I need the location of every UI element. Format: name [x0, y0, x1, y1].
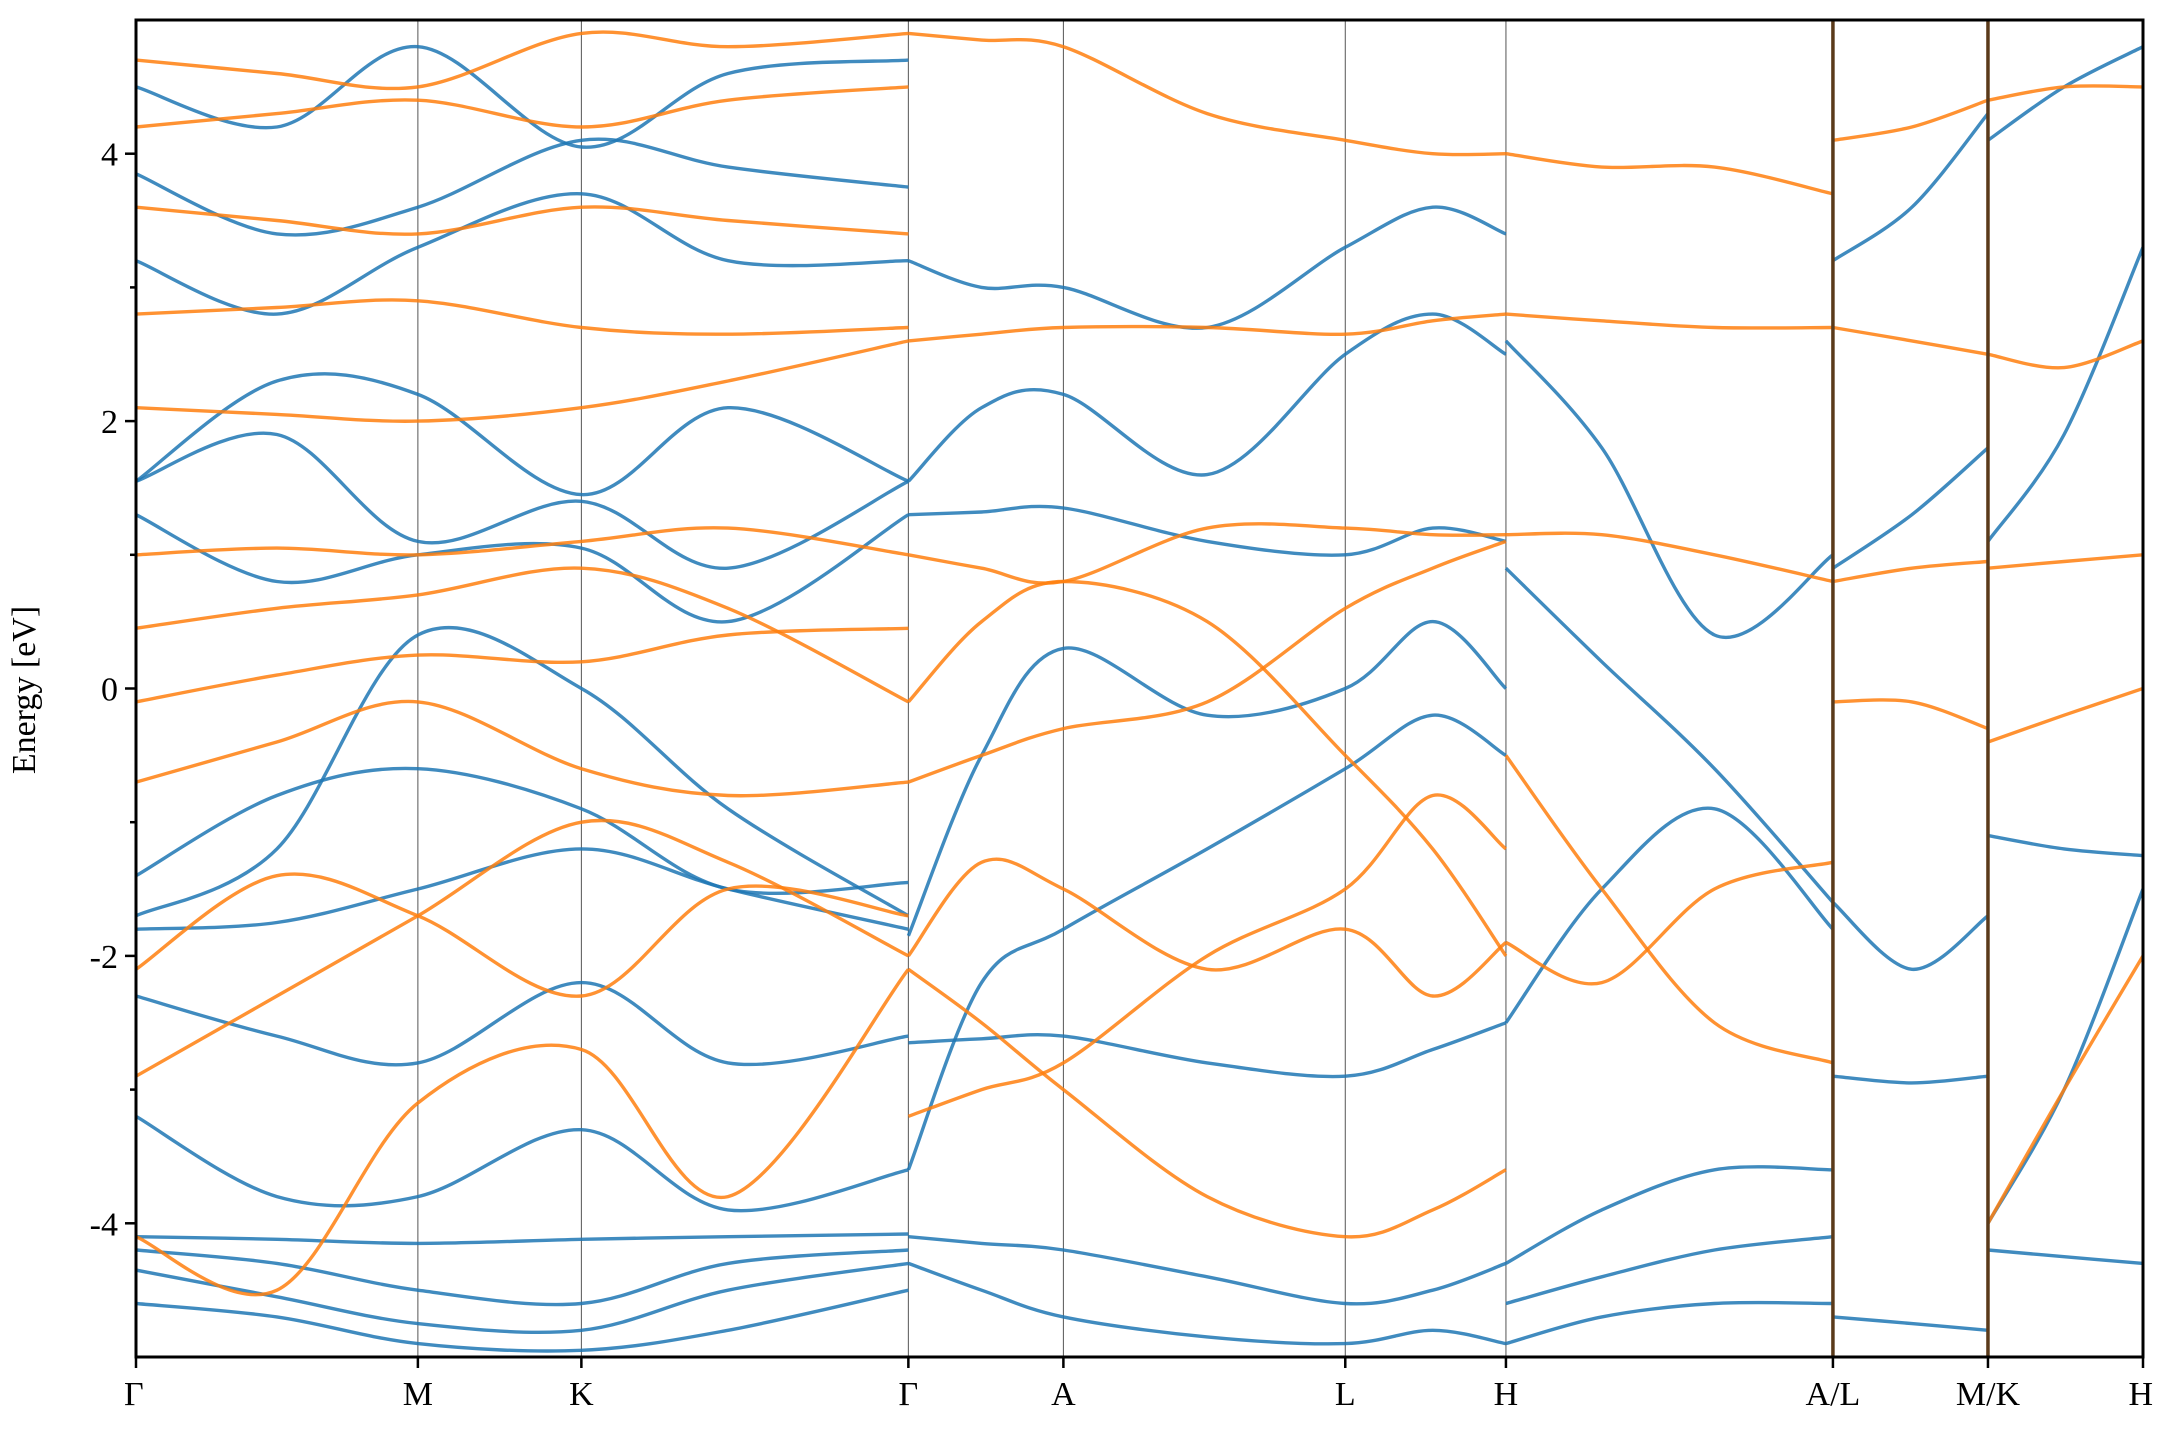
bands-group — [136, 30, 2143, 1353]
band-line — [1831, 112, 1990, 263]
band-line — [908, 31, 1506, 157]
x-tick-label: H — [1494, 1376, 1519, 1413]
band-line — [1987, 833, 2143, 858]
x-tick-label: M — [403, 1376, 433, 1413]
band-line — [1986, 246, 2143, 543]
band-line — [136, 298, 909, 336]
band-line — [1505, 531, 1834, 584]
band-line — [908, 312, 1507, 343]
x-tick-label: Γ — [899, 1376, 919, 1413]
band-line — [1504, 339, 1834, 640]
band-line — [136, 192, 909, 316]
band-line — [907, 205, 1507, 330]
band-line — [907, 579, 1508, 957]
band-line — [136, 968, 910, 1297]
band-line — [136, 1114, 909, 1213]
band-line — [1831, 446, 1990, 570]
band-line — [1832, 698, 1989, 731]
band-line — [1832, 1315, 1989, 1332]
band-line — [1987, 1248, 2143, 1266]
band-line — [907, 967, 1507, 1239]
band-line — [908, 522, 1506, 585]
band-line — [136, 339, 909, 423]
band-line — [1505, 1235, 1834, 1306]
band-line — [1986, 888, 2143, 1225]
band-line — [136, 626, 909, 704]
y-tick-label: 0 — [101, 672, 118, 709]
band-series-1 — [136, 44, 2143, 1353]
band-line — [136, 30, 909, 91]
band-line — [906, 619, 1508, 937]
band-line — [1504, 806, 1835, 1024]
band-line — [907, 312, 1507, 483]
y-tick-label: -4 — [90, 1206, 118, 1243]
band-line — [136, 1232, 909, 1246]
band-line — [136, 872, 909, 998]
y-tick-label: 2 — [101, 404, 118, 441]
y-tick-label: 4 — [101, 137, 118, 174]
band-line — [1505, 1300, 1833, 1346]
plot-area: -4 -2 0 2 4 Γ M K Γ A L H A/L M/K H — [90, 18, 2153, 1413]
band-line — [908, 1021, 1507, 1079]
band-line — [136, 566, 910, 704]
band-line — [1505, 1165, 1833, 1265]
band-line — [1987, 553, 2143, 570]
band-line — [1832, 559, 1989, 584]
band-line — [136, 205, 909, 236]
band-line — [136, 44, 909, 149]
band-line — [1987, 339, 2143, 370]
band-line — [908, 1235, 1507, 1306]
band-line — [1832, 325, 1989, 356]
band-line — [136, 1248, 909, 1307]
y-axis-label: Energy [eV] — [6, 606, 43, 774]
band-line — [1505, 860, 1834, 986]
band-line — [136, 431, 910, 570]
band-line — [1504, 566, 1835, 904]
band-line — [1987, 45, 2143, 142]
y-tick-label: -2 — [90, 939, 118, 976]
x-tick-label: H — [2128, 1376, 2153, 1413]
x-tick-label: L — [1335, 1376, 1356, 1413]
band-line — [136, 1288, 909, 1353]
band-line — [1832, 1074, 1989, 1085]
band-line — [907, 793, 1507, 1118]
band-line — [1987, 84, 2143, 102]
band-line — [1504, 754, 1834, 1065]
x-tick-label: K — [569, 1376, 594, 1413]
band-line — [906, 713, 1507, 1171]
band-line — [136, 137, 909, 237]
band-line — [907, 857, 1507, 998]
band-line — [1831, 901, 1990, 972]
band-line — [1832, 98, 1989, 142]
band-line — [907, 539, 1507, 784]
band-line — [136, 513, 910, 624]
band-line — [136, 85, 909, 129]
band-line — [1987, 686, 2143, 744]
x-tick-label: A/L — [1806, 1376, 1861, 1413]
band-line — [136, 818, 910, 1078]
band-line — [136, 766, 909, 895]
band-line — [1505, 152, 1834, 196]
band-series-2 — [136, 30, 2143, 1297]
band-line — [136, 847, 909, 931]
band-line — [136, 526, 909, 557]
band-line — [907, 1261, 1507, 1346]
x-tick-label: M/K — [1956, 1376, 2021, 1413]
x-tick-label: A — [1051, 1376, 1076, 1413]
band-line — [136, 625, 910, 918]
band-line — [136, 1261, 909, 1335]
x-tick-label: Γ — [124, 1376, 144, 1413]
band-line — [136, 699, 909, 798]
band-line — [1986, 955, 2143, 1225]
band-line — [136, 980, 909, 1067]
band-line — [136, 372, 910, 497]
plot-frame — [134, 18, 2145, 1359]
band-line — [1505, 312, 1833, 330]
band-line — [908, 504, 1507, 557]
